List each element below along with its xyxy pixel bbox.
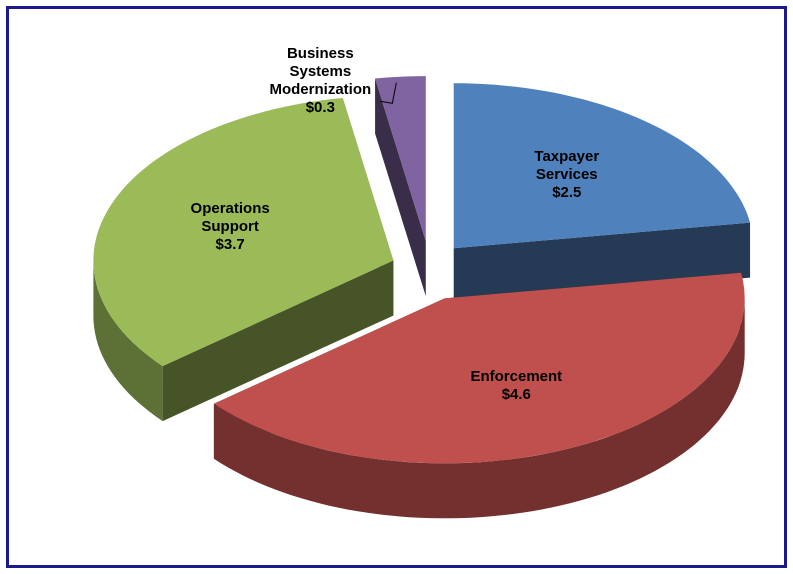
slice [375, 76, 426, 242]
data-label: Operations Support $3.7 [180, 200, 280, 254]
slice [453, 83, 751, 249]
slice-wall [93, 260, 163, 422]
category-label: Business Systems Modernization [269, 45, 372, 99]
data-label: Enforcement $4.6 [466, 368, 566, 404]
category-label: Taxpayer Services [534, 148, 600, 184]
value-label: $0.3 [305, 99, 335, 117]
slice [93, 98, 394, 367]
data-label: Taxpayer Services $2.5 [517, 148, 617, 202]
leader-line [380, 82, 397, 104]
chart [93, 76, 751, 519]
value-label: $4.6 [501, 385, 531, 403]
slice-wall [213, 298, 745, 519]
category-label: Operations Support [190, 200, 270, 236]
data-label: Business Systems Modernization $0.3 [255, 45, 385, 117]
slice [213, 272, 745, 464]
slice-side [375, 78, 426, 297]
value-label: $2.5 [552, 184, 582, 202]
chart-frame: Taxpayer Services $2.5 Enforcement $4.6 Oper… [6, 6, 787, 568]
value-label: $3.7 [215, 236, 245, 254]
category-label: Enforcement [470, 367, 563, 385]
slice-side [162, 260, 394, 422]
